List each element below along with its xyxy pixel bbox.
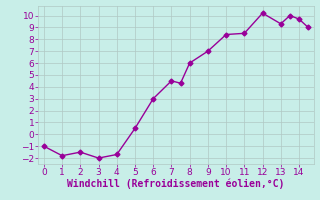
X-axis label: Windchill (Refroidissement éolien,°C): Windchill (Refroidissement éolien,°C): [67, 179, 285, 189]
